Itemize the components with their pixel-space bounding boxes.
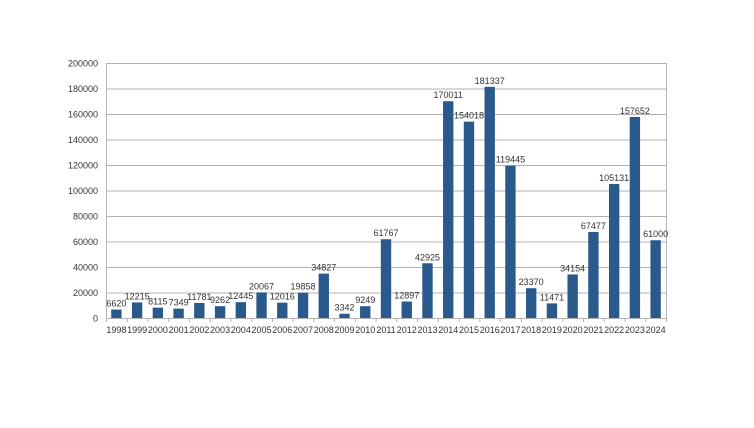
y-tick-label: 140000 bbox=[68, 135, 98, 145]
bar-2018 bbox=[526, 288, 537, 318]
data-label-2016: 181337 bbox=[475, 76, 505, 86]
bar-2010 bbox=[360, 306, 371, 318]
x-tick-label: 2020 bbox=[563, 325, 583, 335]
x-tick-label: 2024 bbox=[646, 325, 666, 335]
bar-2000 bbox=[152, 307, 164, 318]
bar-2012 bbox=[401, 301, 412, 318]
data-label-2002: 11781 bbox=[187, 292, 211, 302]
x-tick-label: 2008 bbox=[314, 325, 334, 335]
data-label-2000: 8115 bbox=[148, 297, 167, 307]
data-label-2012: 12897 bbox=[394, 291, 419, 301]
data-label-2009: 3342 bbox=[335, 303, 355, 313]
x-tick-label: 2019 bbox=[542, 325, 562, 335]
data-label-2004: 12445 bbox=[228, 291, 253, 301]
x-tick-label: 2017 bbox=[500, 325, 520, 335]
bar-2011 bbox=[380, 239, 392, 318]
bar-1998 bbox=[111, 309, 122, 318]
data-label-2005: 20067 bbox=[249, 281, 274, 291]
gridlines bbox=[106, 63, 667, 319]
x-tick-label: 2021 bbox=[583, 325, 603, 335]
data-label-2011: 61767 bbox=[373, 228, 398, 238]
data-label-1999: 12215 bbox=[125, 291, 150, 301]
bar-2016 bbox=[484, 86, 495, 319]
bars bbox=[111, 86, 661, 319]
y-tick-label: 60000 bbox=[73, 237, 98, 247]
y-tick-label: 160000 bbox=[68, 110, 98, 120]
x-tick-label: 2013 bbox=[417, 325, 437, 335]
y-tick-label: 0 bbox=[93, 314, 98, 324]
x-tick-label: 2015 bbox=[459, 325, 479, 335]
x-tick-label: 2016 bbox=[480, 325, 500, 335]
x-tick-label: 2023 bbox=[625, 325, 645, 335]
y-tick-label: 80000 bbox=[73, 212, 98, 222]
data-label-2021: 67477 bbox=[581, 221, 606, 231]
data-label-2018: 23370 bbox=[519, 277, 544, 287]
y-tick-label: 100000 bbox=[68, 186, 98, 196]
data-label-2024: 61000 bbox=[643, 229, 668, 239]
data-label-2019: 11471 bbox=[540, 292, 564, 302]
bar-2006 bbox=[277, 302, 288, 318]
data-label-2015: 154018 bbox=[454, 111, 484, 121]
bar-2023 bbox=[629, 116, 641, 318]
data-label-2022: 105131 bbox=[599, 173, 629, 183]
x-tick-label: 2000 bbox=[148, 325, 168, 335]
bar-2021 bbox=[588, 231, 599, 318]
bar-2013 bbox=[422, 263, 433, 318]
x-tick-label: 1999 bbox=[127, 325, 147, 335]
bar-2024 bbox=[650, 240, 661, 318]
y-axis-ticks: 0 20000 40000 60000 80000 100000 120000 140000 1… bbox=[68, 59, 98, 324]
x-tick-label: 2012 bbox=[397, 325, 417, 335]
bar-2004 bbox=[235, 302, 246, 318]
x-tick-label: 2004 bbox=[231, 325, 251, 335]
data-label-2023: 157652 bbox=[620, 106, 650, 116]
bar-2009 bbox=[339, 313, 350, 318]
bar-2002 bbox=[194, 302, 205, 318]
data-label-2010: 9249 bbox=[355, 295, 375, 305]
bar-1999 bbox=[131, 302, 143, 318]
bar-2008 bbox=[318, 273, 329, 318]
data-label-2013: 42925 bbox=[415, 252, 440, 262]
bar-2015 bbox=[463, 121, 475, 319]
x-tick-label: 2018 bbox=[521, 325, 541, 335]
y-tick-label: 180000 bbox=[68, 84, 98, 94]
x-tick-label: 2003 bbox=[210, 325, 230, 335]
x-tick-label: 2010 bbox=[355, 325, 375, 335]
x-tick-label: 1998 bbox=[106, 325, 126, 335]
bar-2001 bbox=[173, 308, 184, 318]
bar-2014 bbox=[443, 101, 454, 318]
x-tick-label: 2011 bbox=[376, 325, 395, 335]
data-label-2007: 19858 bbox=[291, 282, 316, 292]
y-tick-label: 40000 bbox=[73, 263, 98, 273]
x-tick-label: 2002 bbox=[189, 325, 209, 335]
x-tick-label: 2007 bbox=[293, 325, 313, 335]
x-tick-label: 2005 bbox=[252, 325, 272, 335]
y-tick-label: 20000 bbox=[73, 288, 98, 298]
data-label-2017: 119445 bbox=[496, 155, 525, 165]
y-tick-label: 120000 bbox=[68, 161, 98, 171]
data-label-2020: 34154 bbox=[560, 263, 585, 273]
y-tick-label: 200000 bbox=[68, 59, 98, 69]
x-tick-label: 2001 bbox=[169, 325, 189, 335]
x-axis-ticks: 1998 1999 2000 2001 2002 2003 2004 2005 2006 2007… bbox=[106, 318, 667, 335]
x-tick-label: 2009 bbox=[335, 325, 355, 335]
bar-2019 bbox=[546, 303, 558, 318]
data-label-2008: 34827 bbox=[311, 263, 336, 273]
bar-2017 bbox=[505, 165, 516, 318]
data-label-2014: 170011 bbox=[434, 90, 463, 100]
data-label-2003: 9262 bbox=[210, 295, 230, 305]
x-tick-label: 2014 bbox=[438, 325, 458, 335]
x-tick-label: 2022 bbox=[604, 325, 624, 335]
bar-2003 bbox=[214, 306, 226, 318]
data-label-1998: 6620 bbox=[106, 299, 126, 309]
bar-2005 bbox=[256, 292, 267, 318]
bar-2007 bbox=[297, 292, 309, 318]
data-label-2006: 12016 bbox=[270, 292, 295, 302]
x-tick-label: 2006 bbox=[272, 325, 292, 335]
bar-2022 bbox=[608, 183, 620, 318]
bar-2020 bbox=[567, 274, 578, 318]
data-label-2001: 7349 bbox=[169, 298, 189, 308]
